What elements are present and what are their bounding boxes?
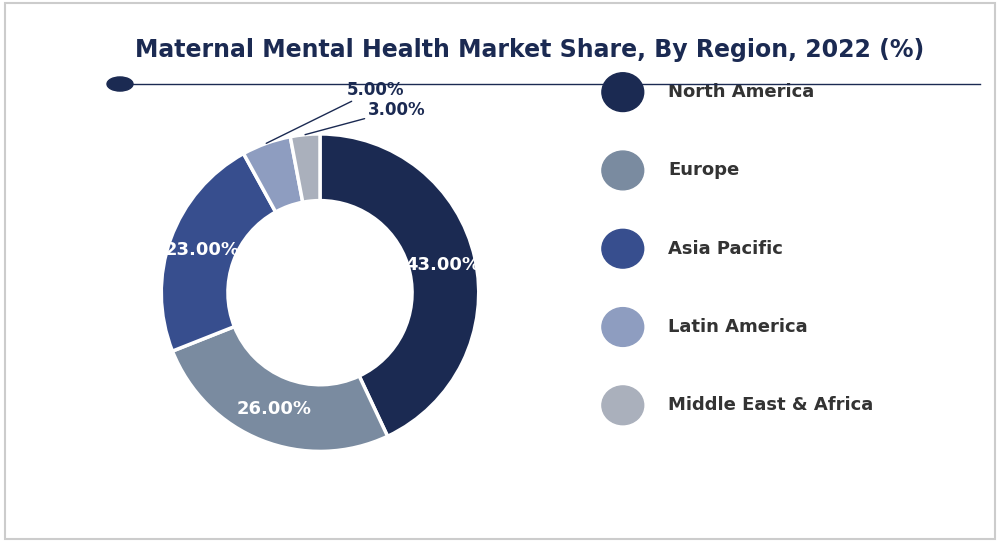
Text: RESEARCH: RESEARCH xyxy=(35,81,89,90)
Text: North America: North America xyxy=(668,83,815,101)
Circle shape xyxy=(602,386,644,425)
Wedge shape xyxy=(244,137,303,212)
Circle shape xyxy=(602,229,644,268)
Circle shape xyxy=(602,308,644,346)
Wedge shape xyxy=(290,134,320,202)
Text: Europe: Europe xyxy=(668,162,740,179)
Text: Asia Pacific: Asia Pacific xyxy=(668,240,783,257)
Text: 23.00%: 23.00% xyxy=(165,241,240,259)
Wedge shape xyxy=(172,327,388,451)
Wedge shape xyxy=(320,134,479,436)
Text: 3.00%: 3.00% xyxy=(305,101,425,134)
Text: Maternal Mental Health Market Share, By Region, 2022 (%): Maternal Mental Health Market Share, By … xyxy=(135,38,925,62)
Text: 43.00%: 43.00% xyxy=(405,256,480,274)
Circle shape xyxy=(602,73,644,112)
Text: Latin America: Latin America xyxy=(668,318,808,336)
Text: 26.00%: 26.00% xyxy=(236,401,311,418)
Text: 5.00%: 5.00% xyxy=(266,81,404,143)
Text: PRECEDENCE: PRECEDENCE xyxy=(29,49,95,57)
Wedge shape xyxy=(161,153,276,351)
Circle shape xyxy=(602,151,644,190)
Text: Middle East & Africa: Middle East & Africa xyxy=(668,396,874,414)
